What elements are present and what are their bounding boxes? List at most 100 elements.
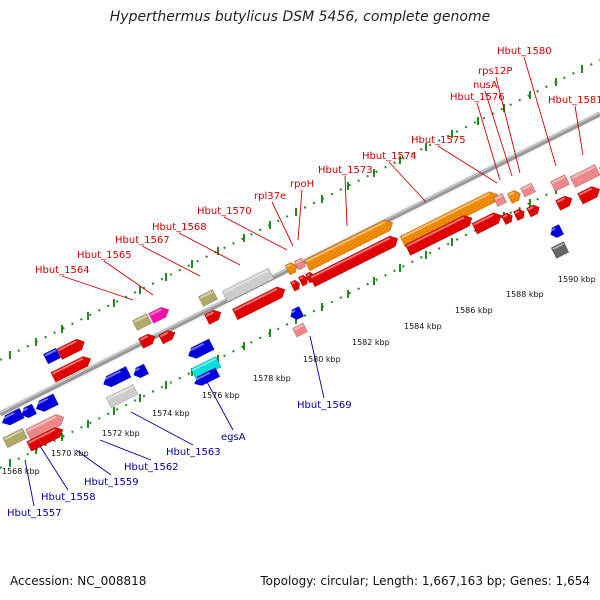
gene-label-nusA: nusA: [473, 80, 498, 91]
gene-feature-47-gloss: [552, 242, 565, 251]
gene-feature-29-shape: [471, 212, 502, 235]
leader-line-Hbut_1573: [344, 175, 348, 227]
gene-feature-13: [203, 309, 222, 325]
gene-feature-15-gloss: [286, 263, 292, 268]
gene-feature-40: [132, 363, 150, 379]
gene-feature-21-shape: [519, 182, 537, 198]
gene-label-Hbut_1557: Hbut_1557: [7, 508, 62, 519]
gene-feature-35-shape: [1, 407, 25, 426]
leader-line-Hbut_1569: [309, 335, 325, 399]
gene-label-Hbut_1568: Hbut_1568: [152, 222, 207, 233]
leader-line-Hbut_1580: [523, 56, 557, 167]
tick-label-8: 1582 kbp: [352, 338, 390, 347]
gene-feature-2: [25, 414, 65, 441]
gene-feature-45-gloss: [293, 324, 304, 331]
gene-feature-30: [500, 212, 513, 226]
gene-labels: Hbut_1564 Hbut_1565 Hbut_1567 Hbut_1568 Hbut…: [7, 46, 600, 519]
gene-feature-39: [102, 365, 132, 388]
gene-feature-31: [512, 208, 525, 222]
gene-feature-8-gloss: [149, 308, 162, 316]
gene-feature-1-shape: [2, 427, 28, 449]
gene-feature-43-shape: [193, 367, 221, 386]
gene-feature-5-gloss: [58, 340, 77, 352]
gene-feature-22-gloss: [551, 175, 566, 184]
gene-feature-31-gloss: [514, 210, 520, 215]
gene-feature-23-gloss: [571, 165, 596, 180]
leader-line-Hbut_1567: [141, 245, 201, 277]
gene-label-Hbut_1580: Hbut_1580: [497, 46, 552, 57]
gene-label-Hbut_1563: Hbut_1563: [166, 447, 221, 458]
gene-feature-15-shape: [284, 262, 297, 276]
gene-feature-17-shape: [303, 219, 394, 272]
gene-feature-21-gloss: [521, 184, 532, 191]
gene-feature-13-gloss: [205, 311, 215, 317]
gene-feature-31-shape: [512, 208, 525, 222]
gene-label-rps12P: rps12P: [478, 66, 512, 77]
gene-feature-22-shape: [549, 174, 571, 192]
gene-feature-16-shape: [293, 257, 307, 271]
gene-feature-11-shape: [197, 289, 219, 307]
gene-feature-37: [34, 393, 59, 412]
leader-line-nusA: [484, 90, 513, 177]
leader-line-egsA: [206, 381, 234, 431]
gene-feature-27-gloss: [310, 237, 391, 279]
upper-tick-track: [0, 59, 600, 361]
gene-feature-14-shape: [231, 286, 286, 321]
gene-feature-46-shape: [550, 223, 565, 239]
gene-feature-45-shape: [291, 322, 309, 338]
tick-label-10: 1586 kbp: [455, 306, 493, 315]
leader-line-Hbut_1558: [39, 445, 69, 491]
gene-feature-23: [569, 163, 600, 189]
gene-feature-10-gloss: [159, 331, 169, 338]
gene-feature-34: [577, 186, 600, 205]
leader-line-Hbut_1565: [103, 260, 154, 296]
gene-feature-37-gloss: [34, 397, 49, 406]
leader-line-Hbut_1559: [75, 449, 112, 476]
gene-feature-40-gloss: [132, 367, 140, 373]
leader-line-Hbut_1563: [130, 411, 194, 446]
gene-feature-21: [519, 182, 537, 198]
leader-line-Hbut_1575: [437, 145, 498, 184]
gene-feature-8-shape: [148, 306, 170, 324]
gene-feature-30-gloss: [502, 214, 508, 219]
gene-feature-29-gloss: [473, 213, 494, 226]
gene-feature-12-shape: [221, 267, 275, 303]
gene-feature-7: [131, 313, 153, 331]
gene-feature-8: [148, 306, 170, 324]
gene-feature-28: [404, 214, 473, 256]
gene-feature-28-gloss: [406, 216, 465, 247]
gene-feature-10-shape: [158, 330, 176, 345]
gene-feature-36-gloss: [20, 407, 28, 413]
gene-feature-13-shape: [203, 309, 222, 325]
gene-feature-34-gloss: [578, 187, 593, 196]
gene-feature-5: [56, 338, 85, 361]
gene-label-Hbut_1559: Hbut_1559: [84, 477, 139, 488]
tick-label-6: 1578 kbp: [253, 374, 291, 383]
gene-feature-22: [549, 174, 571, 192]
gene-label-egsA: egsA: [221, 432, 246, 443]
gene-feature-28-shape: [404, 214, 473, 256]
gene-feature-32: [525, 204, 540, 218]
gene-feature-3: [26, 426, 64, 452]
gene-feature-42-shape: [190, 355, 222, 381]
gene-feature-18-gloss: [401, 192, 490, 239]
tick-label-2: 1570 kbp: [51, 449, 89, 458]
gene-feature-41: [187, 338, 215, 359]
gene-feature-44-gloss: [289, 309, 296, 315]
gene-feature-16-gloss: [295, 259, 302, 264]
gene-label-Hbut_1575: Hbut_1575: [411, 135, 466, 146]
tick-label-9: 1584 kbp: [404, 322, 442, 331]
gene-feature-19-shape: [492, 192, 508, 208]
gene-feature-16: [293, 257, 307, 271]
gene-feature-46-gloss: [549, 227, 556, 233]
tick-label-4: 1574 kbp: [152, 409, 190, 418]
gene-feature-25-gloss: [299, 276, 304, 280]
gene-feature-35: [1, 407, 25, 426]
leader-line-Hbut_1568: [178, 232, 241, 266]
gene-feature-14: [231, 286, 286, 321]
gene-feature-19-gloss: [494, 194, 503, 201]
gene-label-Hbut_1570: Hbut_1570: [197, 206, 252, 217]
gene-feature-44: [289, 305, 305, 321]
gene-feature-17: [303, 219, 394, 272]
